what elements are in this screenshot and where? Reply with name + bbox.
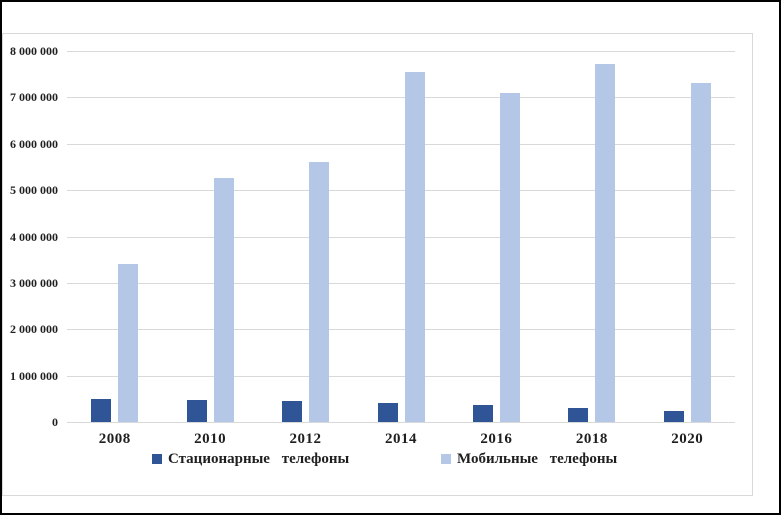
legend-swatch-mobile-icon: [441, 454, 451, 464]
gridline-4000000: [67, 236, 735, 238]
x-tick-label-2010: 2010: [194, 431, 227, 447]
bar-stationary-2010: [186, 400, 207, 422]
x-tick-label-2008: 2008: [98, 431, 131, 447]
gridline-8000000: [67, 51, 735, 52]
y-tick-label-5000000: 5 000 000: [10, 183, 58, 198]
x-tick-label-2018: 2018: [575, 431, 608, 447]
gridline-7000000: [67, 97, 735, 99]
plot-area: [67, 51, 735, 423]
y-tick-label-3000000: 3 000 000: [10, 275, 58, 290]
legend-label-stationary: Стационарные телефоны: [168, 451, 350, 467]
y-tick-label-6000000: 6 000 000: [10, 136, 58, 151]
y-tick-label-2000000: 2 000 000: [10, 322, 58, 337]
x-tick-label-2012: 2012: [289, 431, 322, 447]
x-tick-label-2020: 2020: [671, 431, 704, 447]
y-tick-label-0: 0: [52, 415, 58, 429]
bar-stationary-2014: [377, 403, 398, 422]
bar-stationary-2018: [568, 408, 589, 422]
x-tick-label-2014: 2014: [384, 431, 417, 447]
legend-item-mobile: Мобильные телефоны: [441, 451, 617, 467]
bar-mobile-2018: [595, 64, 616, 422]
gridline-1000000: [67, 375, 735, 377]
y-tick-label-8000000: 8 000 000: [10, 44, 58, 58]
x-tick-label-2016: 2016: [480, 431, 513, 447]
legend-label-mobile: Мобильные телефоны: [457, 451, 618, 467]
chart-frame: 0 1 000 000 2 000 000 3 000 000 4 000 000 5 0…: [2, 33, 753, 496]
gridline-5000000: [67, 190, 735, 192]
legend-swatch-stationary-icon: [152, 454, 162, 464]
y-tick-label-7000000: 7 000 000: [10, 90, 58, 105]
bar-mobile-2010: [213, 178, 234, 422]
y-tick-label-1000000: 1 000 000: [10, 368, 58, 383]
gridline-2000000: [67, 329, 735, 331]
bar-stationary-2012: [282, 401, 303, 422]
gridline-6000000: [67, 143, 735, 145]
bar-mobile-2016: [499, 93, 520, 422]
bar-mobile-2012: [309, 162, 330, 422]
legend-item-stationary: Стационарные телефоны: [152, 451, 349, 467]
bar-mobile-2014: [404, 72, 425, 422]
bar-mobile-2020: [690, 83, 711, 422]
bar-stationary-2016: [472, 405, 493, 422]
bar-mobile-2008: [118, 264, 139, 422]
x-axis-line: [67, 422, 735, 423]
bar-stationary-2020: [663, 411, 684, 422]
y-tick-label-4000000: 4 000 000: [10, 229, 58, 244]
gridline-3000000: [67, 282, 735, 284]
bar-stationary-2008: [91, 399, 112, 422]
